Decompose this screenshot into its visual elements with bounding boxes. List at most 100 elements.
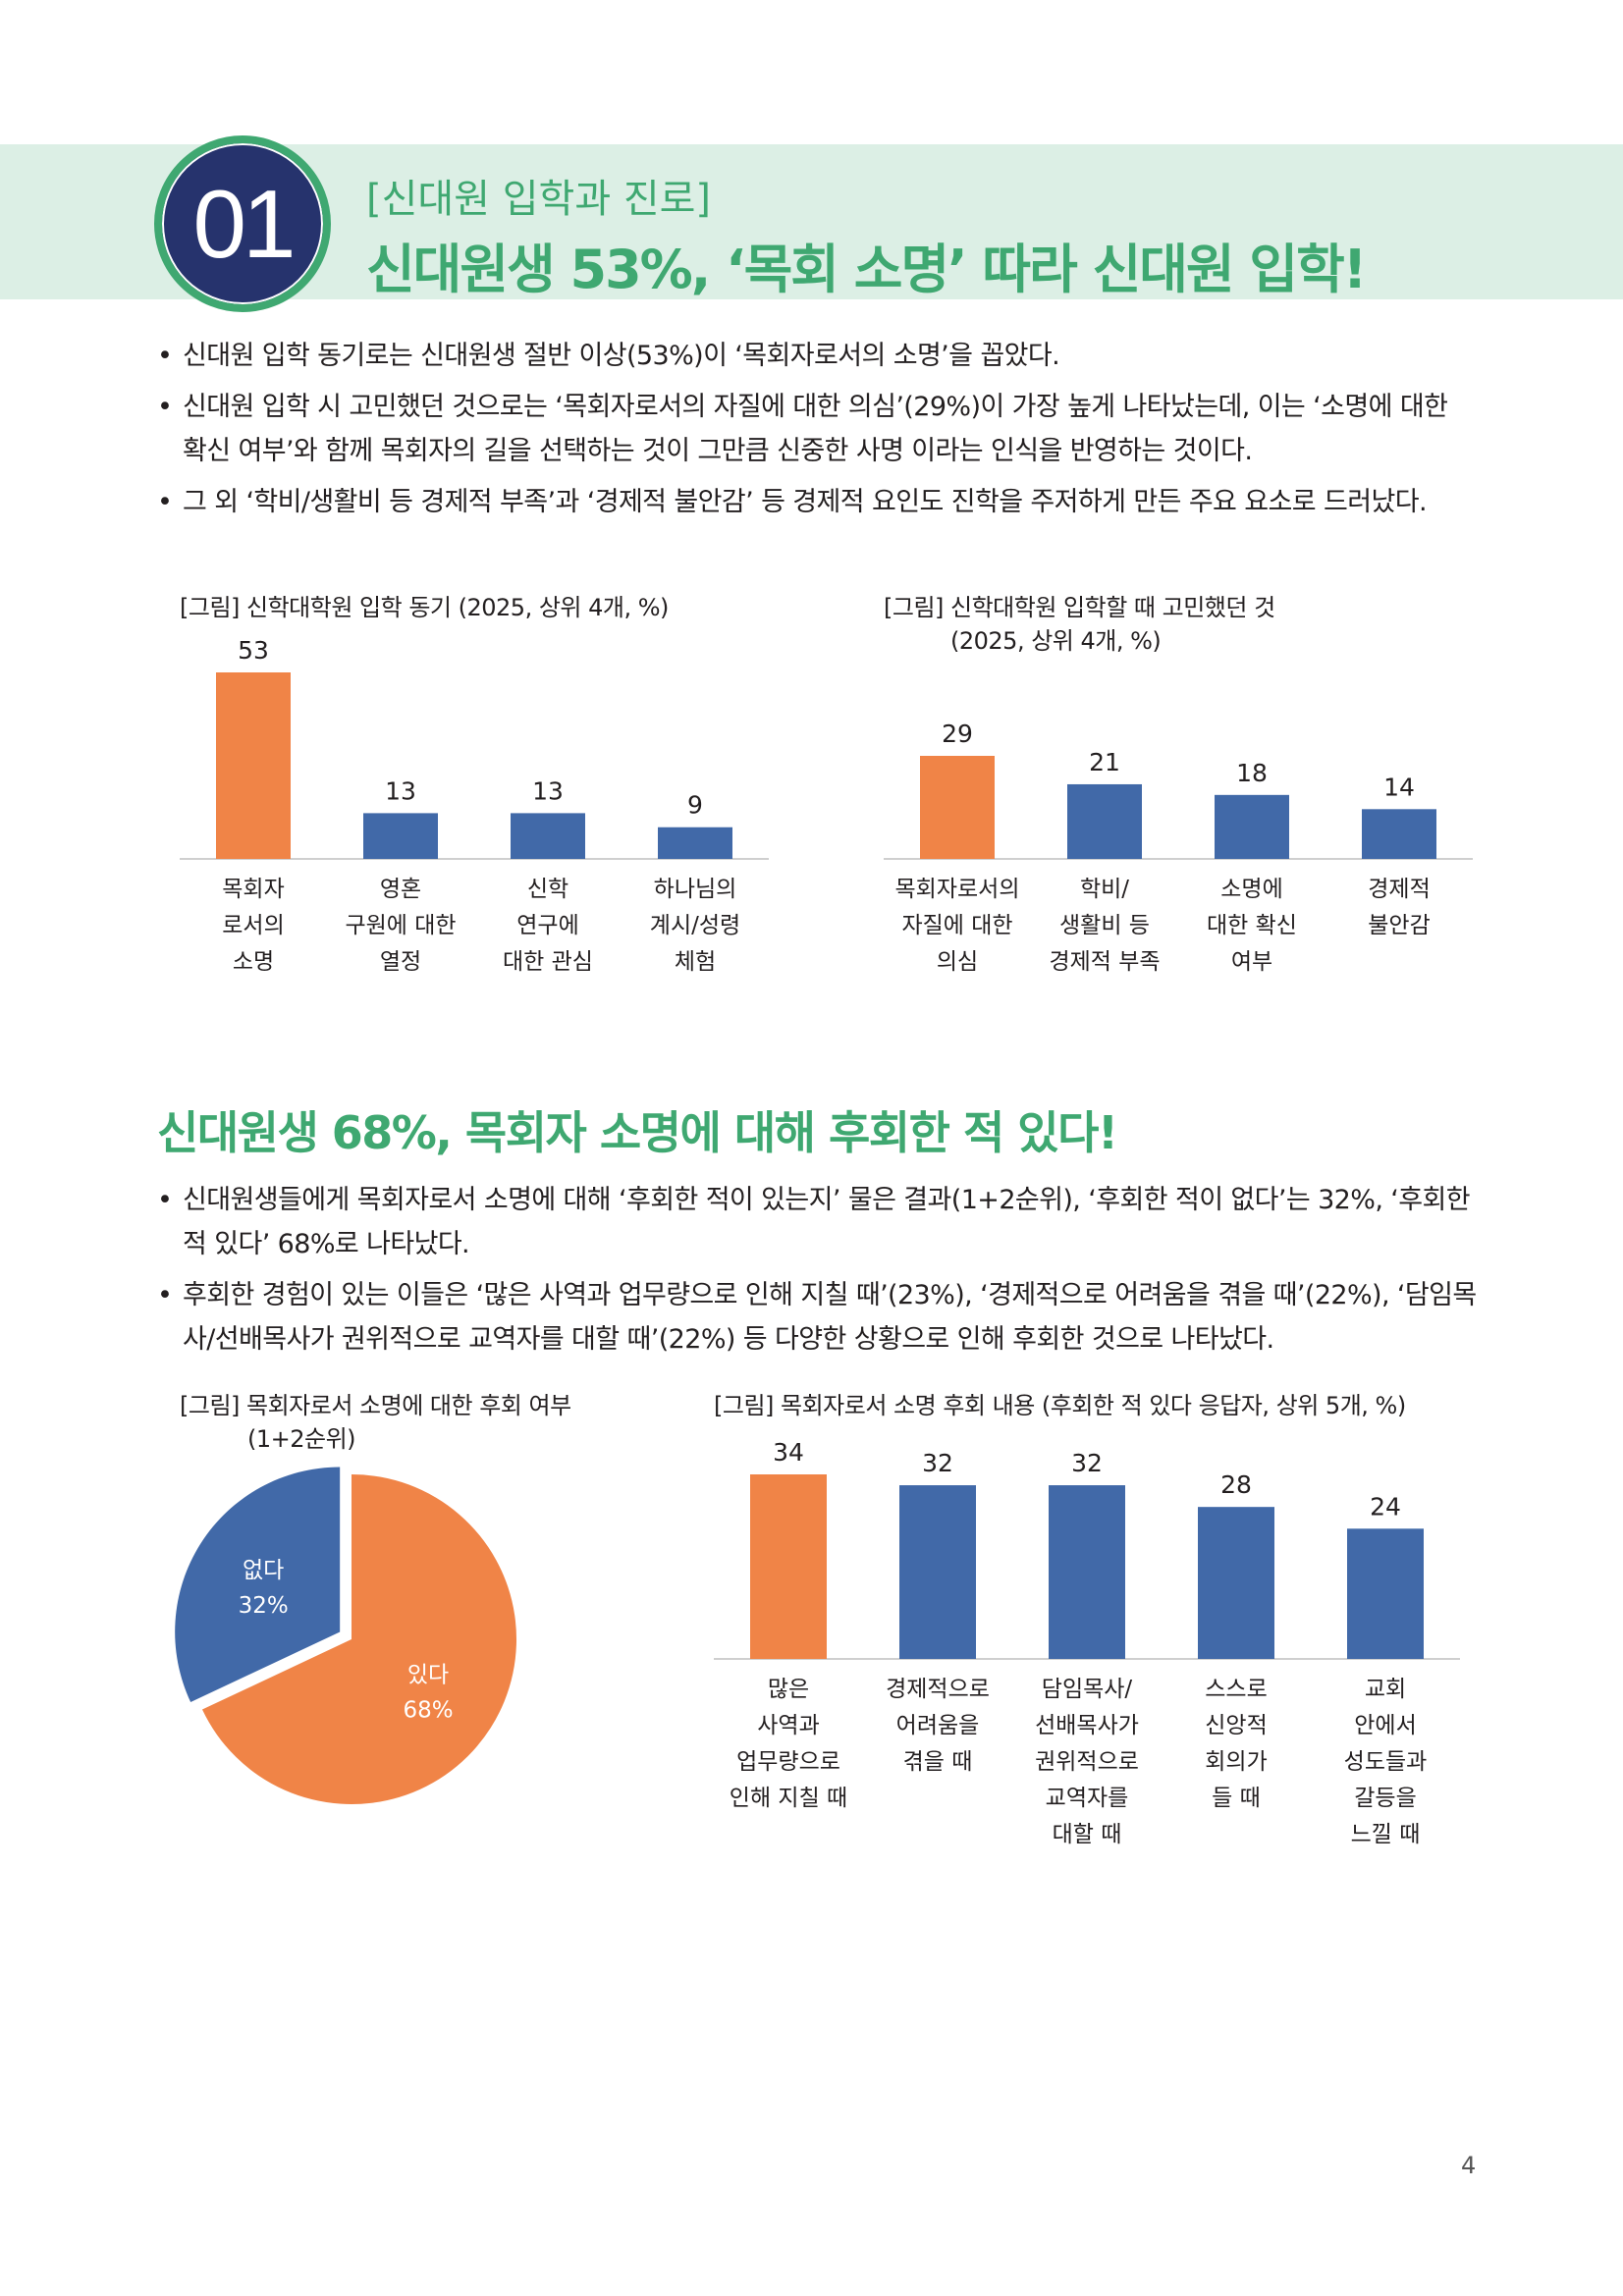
chart-category-label: 의심 bbox=[937, 949, 978, 975]
chart3-title: [그림] 목회자로서 소명에 대한 후회 여부 bbox=[180, 1392, 571, 1419]
chart-category-label: 자질에 대한 bbox=[901, 913, 1012, 938]
chart-bar bbox=[1067, 783, 1142, 859]
chart-category-label: 체험 bbox=[675, 949, 716, 975]
chart-category-label: 느낄 때 bbox=[1351, 1822, 1421, 1847]
chart-category-label: 소명 bbox=[233, 949, 274, 975]
chart-category-label: 여부 bbox=[1231, 949, 1272, 975]
section-category: [신대원 입학과 진로] bbox=[366, 177, 712, 222]
bullet-item: 신대원 입학 동기로는 신대원생 절반 이상(53%)이 ‘목회자로서의 소명’… bbox=[157, 334, 1478, 378]
chart-category-label: 신앙적 bbox=[1205, 1713, 1267, 1738]
bullet-item: 후회한 경험이 있는 이들은 ‘많은 사역과 업무량으로 인해 지칠 때’(23… bbox=[157, 1273, 1478, 1362]
pie-slice bbox=[175, 1467, 341, 1703]
chart-data-label: 29 bbox=[942, 720, 973, 748]
section2-headline: 신대원생 68%, 목회자 소명에 대해 후회한 적 있다! bbox=[157, 1106, 1118, 1159]
chart-category-label: 목회자로서의 bbox=[895, 877, 1020, 902]
chart-category-label: 영혼 bbox=[380, 877, 421, 902]
chart-bar bbox=[1049, 1485, 1125, 1659]
page-number: 4 bbox=[1461, 2152, 1477, 2179]
chart-category-label: 구원에 대한 bbox=[345, 913, 456, 938]
section-number-badge: 01 bbox=[154, 135, 331, 312]
chart-data-label: 28 bbox=[1220, 1470, 1252, 1499]
chart-bar bbox=[1198, 1507, 1274, 1659]
chart-category-label: 하나님의 bbox=[654, 877, 737, 902]
chart-data-label: 14 bbox=[1383, 773, 1415, 801]
pie-slice-label: 있다 bbox=[407, 1663, 449, 1688]
section-number: 01 bbox=[192, 169, 296, 278]
bullet-item: 신대원생들에게 목회자로서 소명에 대해 ‘후회한 적이 있는지’ 물은 결과(… bbox=[157, 1178, 1478, 1266]
chart-category-label: 대한 확신 bbox=[1207, 913, 1297, 938]
chart-category-label: 성도들과 bbox=[1344, 1749, 1428, 1775]
chart-category-label: 많은 bbox=[768, 1677, 809, 1702]
chart-data-label: 21 bbox=[1089, 748, 1120, 776]
chart-category-label: 업무량으로 bbox=[736, 1749, 840, 1775]
chart-category-label: 선배목사가 bbox=[1035, 1713, 1139, 1738]
chart-bar bbox=[899, 1485, 976, 1659]
bullet-item: 그 외 ‘학비/생활비 등 경제적 부족’과 ‘경제적 불안감’ 등 경제적 요… bbox=[157, 480, 1478, 524]
chart1-title: [그림] 신학대학원 입학 동기 (2025, 상위 4개, %) bbox=[180, 594, 669, 621]
bullet-item: 신대원 입학 시 고민했던 것으로는 ‘목회자로서의 자질에 대한 의심’(29… bbox=[157, 385, 1478, 473]
chart-data-label: 13 bbox=[532, 776, 564, 805]
chart-category-label: 학비/ bbox=[1080, 877, 1129, 902]
chart-category-label: 경제적 bbox=[1368, 877, 1430, 902]
chart-bar bbox=[750, 1474, 827, 1659]
chart-data-label: 13 bbox=[385, 776, 416, 805]
chart2-subtitle: (2025, 상위 4개, %) bbox=[950, 627, 1162, 655]
chart-category-label: 연구에 bbox=[516, 913, 578, 938]
chart3-subtitle: (1+2순위) bbox=[247, 1425, 356, 1453]
chart-bar bbox=[1215, 794, 1289, 859]
chart-category-label: 대할 때 bbox=[1053, 1822, 1122, 1847]
chart-bar bbox=[1347, 1528, 1424, 1659]
chart-bar bbox=[511, 813, 585, 859]
chart-bar bbox=[363, 813, 438, 859]
chart2-title: [그림] 신학대학원 입학할 때 고민했던 것 bbox=[884, 594, 1275, 621]
chart-category-label: 어려움을 bbox=[896, 1713, 980, 1738]
pie-slice bbox=[201, 1474, 516, 1804]
chart-category-label: 교회 bbox=[1365, 1677, 1406, 1702]
section2-bullet-list: 신대원생들에게 목회자로서 소명에 대해 ‘후회한 적이 있는지’ 물은 결과(… bbox=[157, 1178, 1478, 1368]
chart-data-label: 34 bbox=[773, 1438, 804, 1467]
chart-category-label: 안에서 bbox=[1354, 1713, 1416, 1738]
chart-category-label: 생활비 등 bbox=[1059, 913, 1150, 938]
chart-category-label: 경제적 부족 bbox=[1049, 949, 1160, 975]
chart-category-label: 담임목사/ bbox=[1042, 1677, 1133, 1702]
chart-category-label: 대한 관심 bbox=[503, 949, 593, 975]
chart-data-label: 32 bbox=[922, 1449, 953, 1477]
chart-data-label: 9 bbox=[687, 791, 703, 820]
chart-category-label: 갈등을 bbox=[1354, 1786, 1416, 1811]
chart-bar bbox=[1362, 809, 1436, 859]
chart-category-label: 회의가 bbox=[1205, 1749, 1267, 1775]
chart-category-label: 소명에 bbox=[1220, 877, 1282, 902]
pie-slice-value: 32% bbox=[239, 1593, 289, 1619]
chart-category-label: 교역자를 bbox=[1046, 1786, 1129, 1811]
chart-category-label: 열정 bbox=[380, 949, 421, 975]
chart-category-label: 들 때 bbox=[1212, 1786, 1261, 1811]
chart4-title: [그림] 목회자로서 소명 후회 내용 (후회한 적 있다 응답자, 상위 5개… bbox=[714, 1392, 1406, 1419]
chart-bar bbox=[216, 672, 291, 859]
chart-category-label: 불안감 bbox=[1368, 913, 1430, 938]
chart-bar bbox=[920, 756, 995, 859]
chart-category-label: 로서의 bbox=[222, 913, 284, 938]
section1-bullet-list: 신대원 입학 동기로는 신대원생 절반 이상(53%)이 ‘목회자로서의 소명’… bbox=[157, 334, 1478, 531]
chart-category-label: 목회자 bbox=[222, 877, 284, 902]
chart-data-label: 53 bbox=[238, 636, 269, 665]
pie-slice-value: 68% bbox=[403, 1698, 453, 1724]
chart-bar bbox=[658, 827, 732, 859]
chart-data-label: 24 bbox=[1370, 1492, 1401, 1521]
section-headline: 신대원생 53%, ‘목회 소명’ 따라 신대원 입학! bbox=[366, 239, 1367, 300]
chart-category-label: 경제적으로 bbox=[886, 1677, 990, 1702]
chart3-svg: 없다 32% 있다 68% bbox=[175, 1467, 516, 1804]
chart-category-label: 겪을 때 bbox=[903, 1749, 973, 1775]
chart-category-label: 사역과 bbox=[757, 1713, 819, 1738]
chart-category-label: 스스로 bbox=[1205, 1677, 1267, 1702]
chart-category-label: 계시/성령 bbox=[650, 913, 740, 938]
chart4: 34 많은 사역과 업무량으로 인해 지칠 때 32 경제적으로 어려움을 겪을 때 32 담임목사… bbox=[714, 1423, 1480, 1865]
chart-data-label: 18 bbox=[1236, 759, 1268, 787]
chart-category-label: 신학 bbox=[527, 877, 568, 902]
pie-slice-label: 없다 bbox=[243, 1558, 284, 1583]
chart-category-label: 인해 지칠 때 bbox=[730, 1786, 847, 1811]
